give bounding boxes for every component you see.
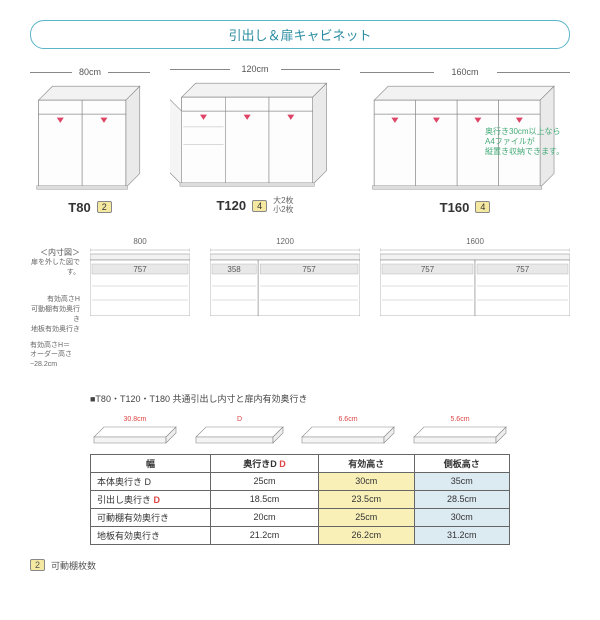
table-cell: 28.5cm — [414, 490, 509, 508]
internal-side-label: 地板有効奥行き — [30, 325, 80, 335]
internal-side-label: 可動棚有効奥行き — [30, 305, 80, 325]
legend-badge: 2 — [30, 559, 45, 571]
internal-diagram: 1200 358757 — [210, 237, 360, 319]
cabinet-label-row: T120 4 大2枚小2枚 — [216, 197, 293, 215]
cabinet-name: T160 — [440, 200, 470, 215]
table-rowlabel: 引出し奥行き D — [91, 490, 211, 508]
cabinet-3d — [30, 81, 150, 194]
dimension-top: 160cm — [360, 67, 570, 77]
svg-text:757: 757 — [421, 265, 435, 274]
table-cell: 18.5cm — [211, 490, 319, 508]
table-cell: 25cm — [211, 472, 319, 490]
svg-text:5.6cm: 5.6cm — [450, 416, 469, 423]
svg-text:757: 757 — [133, 265, 147, 274]
cabinet-3d-svg — [170, 78, 340, 188]
table-rowlabel: 地板有効奥行き — [91, 526, 211, 544]
internal-diagram: 800 757 — [90, 237, 190, 319]
dimension-top: 120cm — [170, 64, 340, 74]
iso-row: 30.8cm D 6.6cm 5.6cm — [90, 407, 510, 450]
svg-text:358: 358 — [227, 265, 241, 274]
table-cell: 23.5cm — [319, 490, 414, 508]
section-title: 引出し＆扉キャビネット — [30, 20, 570, 49]
shelf-badge: 4 — [252, 200, 267, 212]
shelf-note: 大2枚小2枚 — [273, 197, 293, 215]
cabinet-group: 80cm T80 2 — [30, 67, 150, 215]
table-header: 奥行きD D — [211, 454, 319, 472]
table-cell: 30cm — [319, 472, 414, 490]
iso-drawer: 5.6cm — [410, 407, 510, 450]
internal-labels: ＜内寸図＞ 扉を外した図です。 有効高さH可動棚有効奥行き地板有効奥行き 有効高… — [30, 237, 80, 370]
svg-text:D: D — [237, 416, 242, 423]
iso-drawer: 30.8cm — [90, 407, 180, 450]
svg-text:30.8cm: 30.8cm — [124, 416, 147, 423]
table-header: 有効高さ — [319, 454, 414, 472]
table-header: 幅 — [91, 454, 211, 472]
cabinet-label-row: T160 4 — [440, 200, 491, 215]
internal-height-note: 有効高さH＝ オーダー高さ −28.2cm — [30, 341, 80, 370]
cabinet-3d-svg — [30, 81, 150, 191]
table-title: ■T80・T120・T180 共通引出し内寸と扉内有効奥行き — [90, 392, 510, 405]
svg-text:6.6cm: 6.6cm — [339, 416, 358, 423]
internal-side-label: 有効高さH — [30, 295, 80, 305]
table-cell: 26.2cm — [319, 526, 414, 544]
legend-text: 可動棚枚数 — [51, 559, 96, 572]
dimension-top: 80cm — [30, 67, 150, 77]
cabinet-3d-row: 80cm T80 2 120cm T120 4 大2枚小2 — [0, 64, 600, 215]
cabinet-name: T120 — [216, 198, 246, 213]
iso-drawer: D — [192, 407, 287, 450]
internal-title: ＜内寸図＞ — [30, 247, 80, 258]
table-cell: 31.2cm — [414, 526, 509, 544]
cabinet-label-row: T80 2 — [68, 200, 111, 215]
svg-text:757: 757 — [302, 265, 316, 274]
table-rowlabel: 可動棚有効奥行き — [91, 508, 211, 526]
internal-sub: 扉を外した図です。 — [30, 258, 80, 278]
table-cell: 30cm — [414, 508, 509, 526]
table-cell: 20cm — [211, 508, 319, 526]
cabinet-group: 120cm T120 4 大2枚小2枚 — [170, 64, 340, 215]
table-cell: 21.2cm — [211, 526, 319, 544]
cabinet-name: T80 — [68, 200, 90, 215]
cabinet-3d — [170, 78, 340, 191]
cabinet-group: 160cm T160 4 奥行き30cm以上ならA4ファイルが縦置き収納できます… — [360, 67, 570, 215]
spec-table: 幅奥行きD D有効高さ側板高さ本体奥行き D25cm30cm35cm引出し奥行き… — [90, 454, 510, 545]
iso-drawer: 6.6cm — [298, 407, 398, 450]
table-cell: 35cm — [414, 472, 509, 490]
shelf-badge: 2 — [97, 201, 112, 213]
legend: 2 可動棚枚数 — [30, 559, 600, 572]
table-rowlabel: 本体奥行き D — [91, 472, 211, 490]
table-header: 側板高さ — [414, 454, 509, 472]
a4-note: 奥行き30cm以上ならA4ファイルが縦置き収納できます。 — [485, 127, 595, 158]
internal-row: ＜内寸図＞ 扉を外した図です。 有効高さH可動棚有効奥行き地板有効奥行き 有効高… — [0, 237, 600, 370]
shelf-badge: 4 — [475, 201, 490, 213]
svg-text:757: 757 — [516, 265, 530, 274]
table-cell: 25cm — [319, 508, 414, 526]
spec-block: ■T80・T120・T180 共通引出し内寸と扉内有効奥行き 30.8cm D … — [90, 392, 510, 545]
internal-diagram: 1600 757757 — [380, 237, 570, 319]
